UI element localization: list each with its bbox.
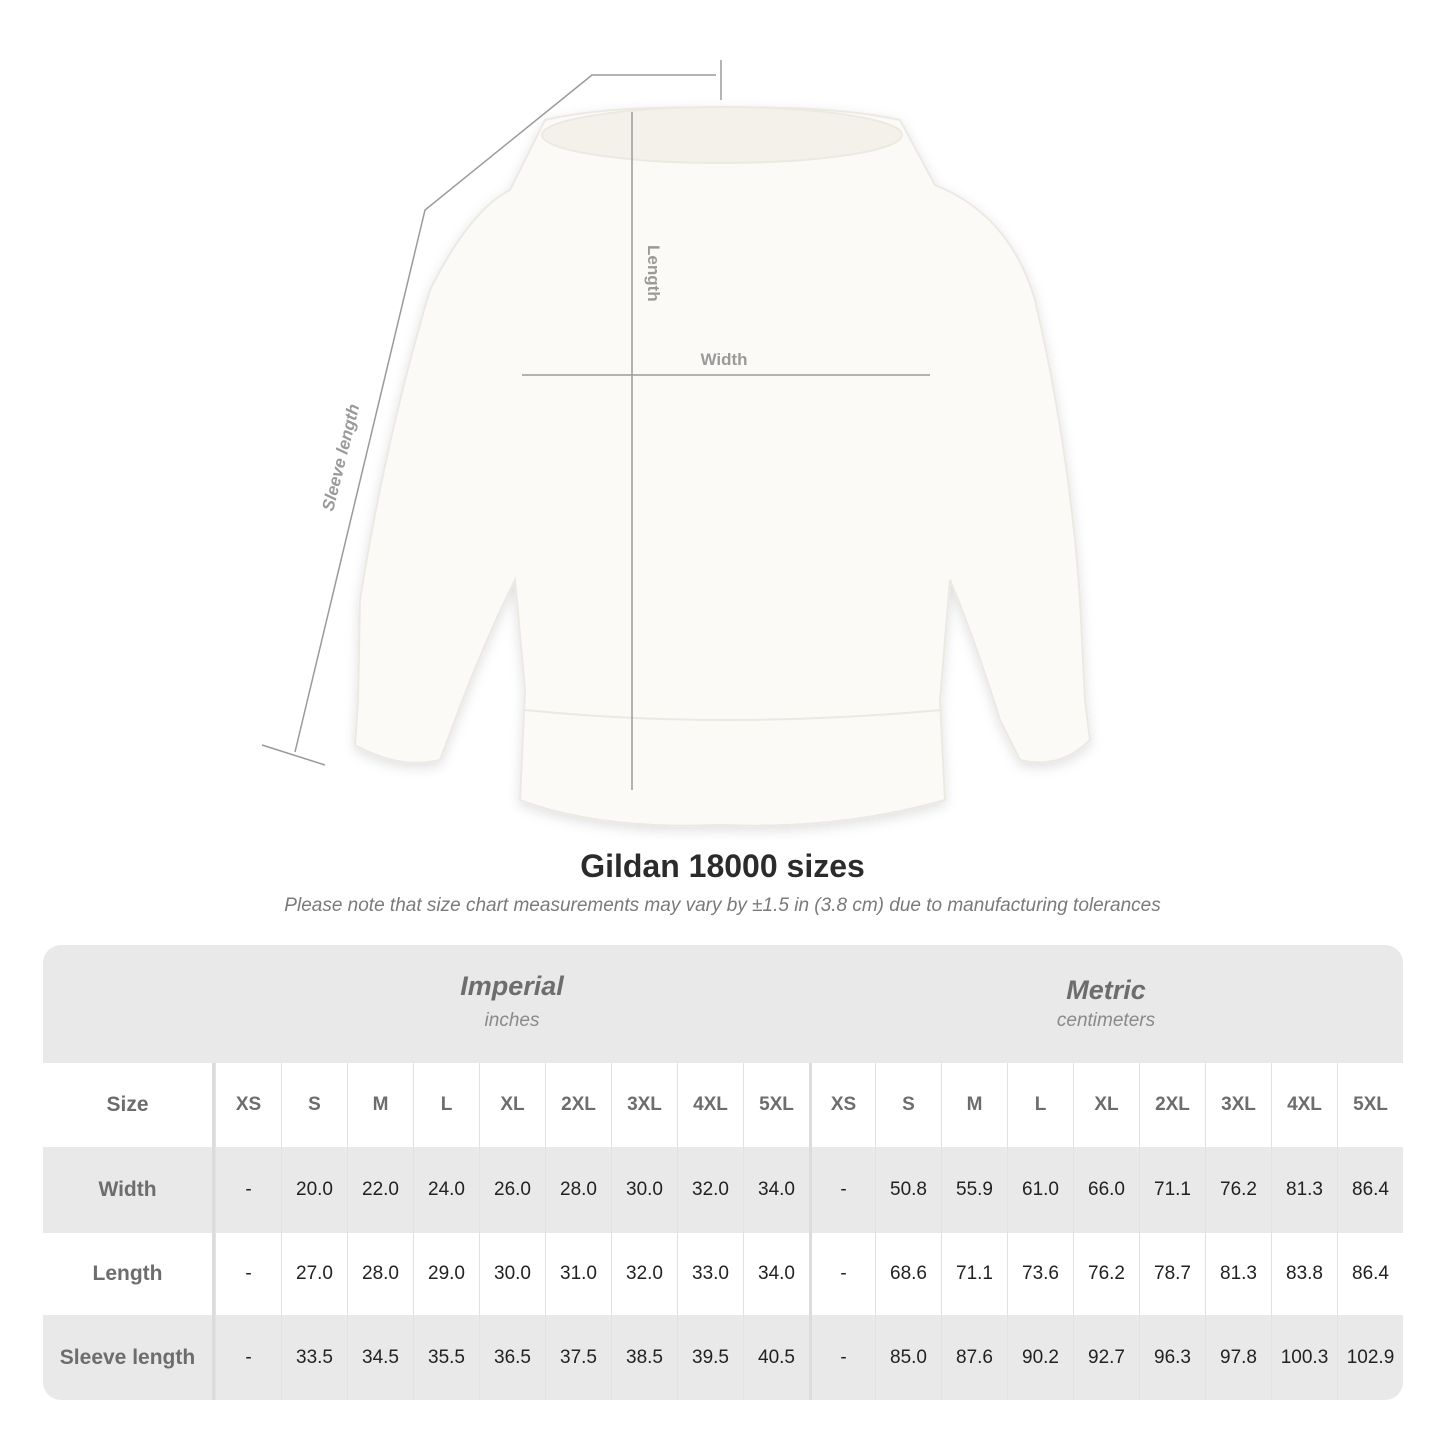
imperial-value: 39.5 (677, 1315, 743, 1400)
metric-value: 97.8 (1205, 1315, 1271, 1400)
size-header-imperial: 5XL (743, 1063, 809, 1147)
metric-value: 71.1 (941, 1233, 1007, 1315)
imperial-value: 40.5 (743, 1315, 809, 1400)
metric-value: 55.9 (941, 1147, 1007, 1233)
metric-value: 90.2 (1007, 1315, 1073, 1400)
metric-value: 73.6 (1007, 1233, 1073, 1315)
tolerance-note: Please note that size chart measurements… (284, 895, 1161, 916)
metric-value: - (809, 1147, 875, 1233)
imperial-value: 34.0 (743, 1233, 809, 1315)
imperial-value: 36.5 (479, 1315, 545, 1400)
metric-value: 85.0 (875, 1315, 941, 1400)
sweatshirt-image (353, 106, 1092, 827)
length-label: Length (644, 245, 663, 302)
imperial-value: 24.0 (413, 1147, 479, 1233)
imperial-value: 26.0 (479, 1147, 545, 1233)
measurement-lines (261, 60, 930, 790)
imperial-value: 35.5 (413, 1315, 479, 1400)
size-header-imperial: M (347, 1063, 413, 1147)
size-header-imperial: 3XL (611, 1063, 677, 1147)
metric-value: 102.9 (1337, 1315, 1403, 1400)
imperial-value: 30.0 (479, 1233, 545, 1315)
size-table: Imperial inches Metric centimeters Size X… (43, 945, 1403, 1400)
metric-value: - (809, 1315, 875, 1400)
metric-value: 68.6 (875, 1233, 941, 1315)
metric-value: - (809, 1233, 875, 1315)
imperial-value: 20.0 (281, 1147, 347, 1233)
metric-value: 66.0 (1073, 1147, 1139, 1233)
metric-value: 61.0 (1007, 1147, 1073, 1233)
table-row: Width -20.0 22.0 24.0 26.0 28.0 30.0 32.0 34.0-5… (43, 1147, 1403, 1233)
metric-value: 81.3 (1205, 1233, 1271, 1315)
metric-value: 83.8 (1271, 1233, 1337, 1315)
size-header-metric: XS (809, 1063, 875, 1147)
size-header-metric: 3XL (1205, 1063, 1271, 1147)
metric-value: 50.8 (875, 1147, 941, 1233)
metric-value: 86.4 (1337, 1233, 1403, 1315)
table-row: Length -27.0 28.0 29.0 30.0 31.0 32.0 33.0 34.0-… (43, 1233, 1403, 1315)
size-column-header: Size (43, 1063, 215, 1147)
metric-header: Metric centimeters (809, 945, 1403, 1063)
size-header-metric: 5XL (1337, 1063, 1403, 1147)
imperial-header: Imperial inches (215, 945, 809, 1063)
size-header-metric: 4XL (1271, 1063, 1337, 1147)
size-header-row: Size XS S M L XL 2XL 3XL 4XL 5XL XS S M L XL 2XL 3XL 4XL 5… (43, 1063, 1403, 1147)
size-header-metric: M (941, 1063, 1007, 1147)
size-header-imperial: 4XL (677, 1063, 743, 1147)
metric-value: 76.2 (1073, 1233, 1139, 1315)
imperial-value: 34.0 (743, 1147, 809, 1233)
imperial-value: 37.5 (545, 1315, 611, 1400)
imperial-value: 28.0 (545, 1147, 611, 1233)
size-header-metric: XL (1073, 1063, 1139, 1147)
metric-title: Metric (1066, 975, 1146, 1005)
imperial-value: 38.5 (611, 1315, 677, 1400)
sweatshirt-diagram: Length Width Sleeve length (261, 60, 1092, 827)
metric-value: 87.6 (941, 1315, 1007, 1400)
metric-value: 81.3 (1271, 1147, 1337, 1233)
row-label: Length (43, 1233, 215, 1315)
metric-value: 92.7 (1073, 1315, 1139, 1400)
imperial-value: 22.0 (347, 1147, 413, 1233)
imperial-value: 33.5 (281, 1315, 347, 1400)
table-row: Sleeve length -33.5 34.5 35.5 36.5 37.5 38.5 39… (43, 1315, 1403, 1400)
size-header-imperial: S (281, 1063, 347, 1147)
imperial-value: 32.0 (677, 1147, 743, 1233)
imperial-value: 32.0 (611, 1233, 677, 1315)
imperial-value: 34.5 (347, 1315, 413, 1400)
imperial-value: - (215, 1315, 281, 1400)
row-label: Sleeve length (43, 1315, 215, 1400)
size-header-metric: S (875, 1063, 941, 1147)
size-header-imperial: XL (479, 1063, 545, 1147)
metric-value: 78.7 (1139, 1233, 1205, 1315)
imperial-title: Imperial (460, 971, 564, 1001)
metric-value: 86.4 (1337, 1147, 1403, 1233)
row-label: Width (43, 1147, 215, 1233)
size-header-imperial: XS (215, 1063, 281, 1147)
imperial-value: 27.0 (281, 1233, 347, 1315)
metric-unit: centimeters (1056, 1010, 1156, 1031)
metric-value: 96.3 (1139, 1315, 1205, 1400)
page-title: Gildan 18000 sizes (580, 848, 865, 884)
metric-value: 71.1 (1139, 1147, 1205, 1233)
imperial-value: - (215, 1233, 281, 1315)
imperial-value: 31.0 (545, 1233, 611, 1315)
metric-value: 76.2 (1205, 1147, 1271, 1233)
size-header-imperial: L (413, 1063, 479, 1147)
width-label: Width (700, 350, 747, 369)
imperial-value: - (215, 1147, 281, 1233)
imperial-unit: inches (484, 1010, 540, 1031)
imperial-value: 30.0 (611, 1147, 677, 1233)
size-header-imperial: 2XL (545, 1063, 611, 1147)
size-header-metric: 2XL (1139, 1063, 1205, 1147)
imperial-value: 29.0 (413, 1233, 479, 1315)
imperial-value: 28.0 (347, 1233, 413, 1315)
imperial-value: 33.0 (677, 1233, 743, 1315)
metric-value: 100.3 (1271, 1315, 1337, 1400)
size-header-metric: L (1007, 1063, 1073, 1147)
